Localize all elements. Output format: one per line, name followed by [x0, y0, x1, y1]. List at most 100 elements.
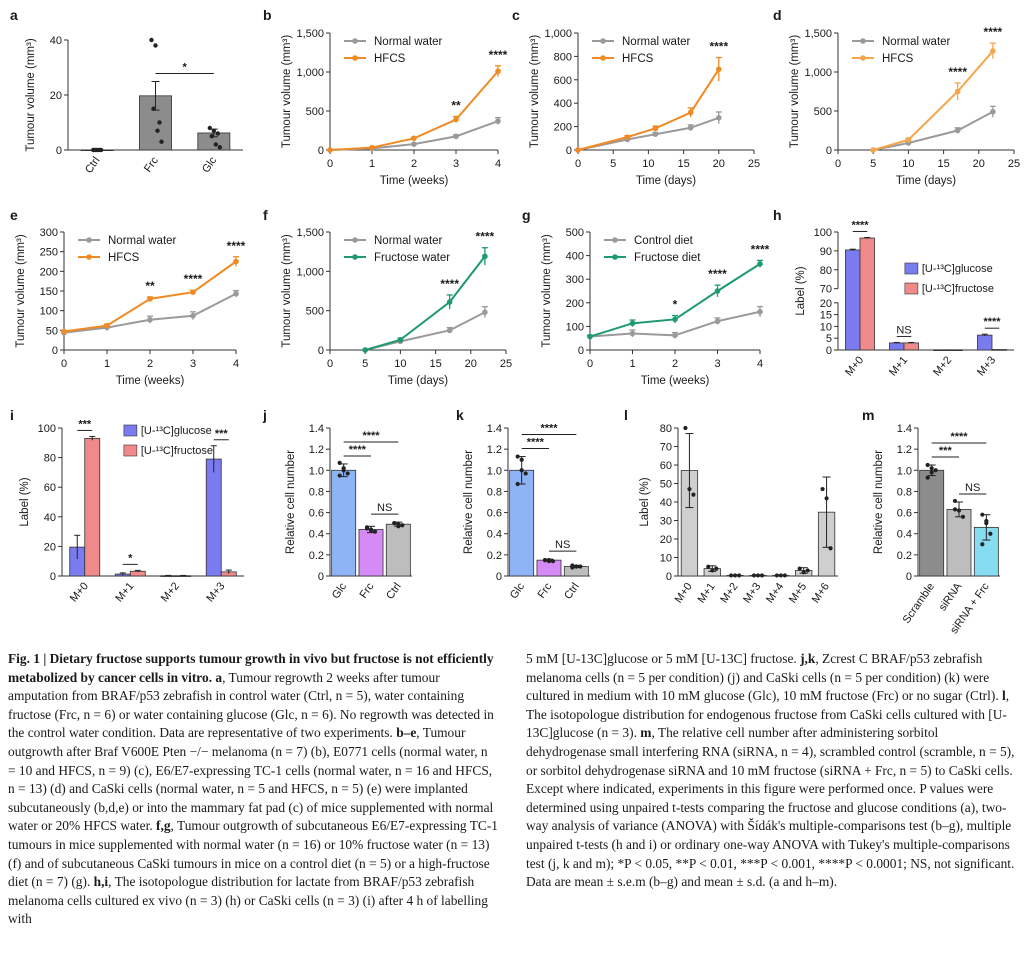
y-tick-label: 10 — [660, 553, 672, 565]
bar — [509, 469, 535, 577]
x-tick-label: Glc — [200, 154, 220, 175]
legend-label: [U-¹³C]fructose — [141, 445, 213, 457]
y-tick-label: 200 — [40, 266, 58, 278]
y-tick-label: 1.0 — [309, 465, 324, 477]
data-point — [980, 512, 985, 517]
legend-label: [U-¹³C]glucose — [922, 263, 993, 275]
y-axis-label: Tumour volume (mm³) — [529, 35, 541, 148]
significance-label: *** — [939, 445, 953, 457]
data-point — [482, 253, 488, 260]
significance-label: **** — [984, 25, 1003, 39]
legend-marker — [612, 254, 618, 260]
data-point — [482, 309, 488, 316]
data-point — [672, 332, 678, 339]
y-tick-label: 15 — [820, 310, 832, 322]
y-tick-label: 5 — [826, 333, 832, 345]
data-point — [774, 573, 779, 578]
data-point — [706, 564, 711, 569]
bar — [991, 349, 1007, 351]
bar — [977, 334, 993, 351]
significance-label: **** — [751, 242, 770, 256]
y-tick-label: 0 — [318, 145, 324, 157]
significance-label: * — [673, 298, 678, 312]
y-tick-label: 0 — [578, 345, 584, 357]
x-tick-label: 1 — [629, 358, 635, 370]
data-point — [495, 118, 501, 124]
x-tick-label: 10 — [902, 158, 914, 170]
x-tick-label: Glc — [508, 580, 528, 601]
y-tick-label: 10 — [820, 321, 832, 333]
bar — [947, 349, 963, 351]
y-tick-label: 1.0 — [897, 465, 912, 477]
x-axis-label: Time (weeks) — [641, 375, 710, 387]
data-point — [954, 127, 961, 134]
data-point — [929, 466, 934, 471]
data-point — [155, 128, 160, 133]
y-tick-label: 150 — [40, 286, 58, 298]
y-tick-label: 300 — [40, 227, 58, 239]
y-axis-label: Label (%) — [19, 477, 31, 526]
legend-marker — [612, 237, 618, 243]
x-tick-label: 0 — [587, 358, 593, 370]
data-point — [542, 558, 548, 563]
y-axis-label: Tumour volume (mm³) — [281, 234, 293, 347]
data-point — [96, 147, 102, 153]
legend-label: Normal water — [374, 235, 443, 247]
legend-label: HFCS — [622, 53, 654, 65]
data-point — [411, 141, 417, 147]
y-axis-label: Tumour volume (mm³) — [281, 35, 293, 148]
panel-label: d — [773, 7, 782, 23]
y-tick-label: 60 — [44, 482, 56, 494]
significance-label: **** — [227, 239, 246, 253]
x-tick-label: 5 — [610, 158, 616, 170]
data-point — [954, 88, 961, 95]
y-tick-label: 1,000 — [296, 67, 324, 79]
x-tick-label: 0 — [327, 158, 333, 170]
data-point — [392, 521, 397, 526]
data-point — [683, 425, 688, 431]
legend-marker — [860, 38, 866, 44]
y-tick-label: 1,500 — [296, 227, 324, 239]
y-axis-label: Relative cell number — [873, 450, 885, 554]
legend-label: HFCS — [374, 53, 406, 65]
y-tick-label: 0.4 — [487, 529, 502, 541]
legend-swatch — [904, 262, 919, 275]
x-tick-label: M+4 — [764, 581, 786, 606]
data-point — [337, 473, 342, 478]
data-point — [980, 542, 985, 547]
y-tick-label: 0 — [566, 145, 572, 157]
data-point — [369, 144, 375, 151]
data-point — [61, 328, 67, 335]
y-tick-label: 0.6 — [487, 508, 502, 520]
bar — [331, 469, 357, 577]
x-tick-label: M+3 — [204, 580, 227, 604]
y-tick-label: 0 — [666, 571, 672, 583]
bar — [903, 342, 919, 351]
data-point — [714, 566, 719, 571]
data-point — [925, 475, 930, 480]
x-tick-label: M+1 — [695, 581, 717, 606]
significance-label: NS — [555, 539, 570, 551]
caption-part: b–e, Tumour outgrowth after Braf V600E P… — [8, 725, 494, 834]
y-tick-label: 0.6 — [309, 508, 324, 520]
y-tick-label: 400 — [566, 251, 584, 263]
significance-label: **** — [362, 430, 380, 442]
data-point — [159, 139, 164, 144]
y-tick-label: 0 — [56, 145, 62, 157]
y-tick-label: 50 — [660, 479, 672, 491]
data-point — [652, 125, 659, 132]
y-tick-label: 60 — [660, 460, 672, 472]
significance-label: ** — [145, 279, 155, 293]
caption-part: f,g, Tumour outgrowth of subcutaneous E6… — [8, 818, 498, 890]
y-tick-label: 1.4 — [487, 423, 502, 435]
y-tick-label: 1.0 — [487, 465, 502, 477]
significance-label: **** — [489, 48, 508, 62]
y-tick-label: 0 — [826, 145, 832, 157]
significance-label: **** — [709, 40, 728, 54]
data-point — [952, 507, 958, 512]
x-tick-label: 10 — [394, 358, 406, 370]
y-tick-label: 30 — [660, 516, 672, 528]
data-point — [104, 322, 110, 329]
y-tick-label: 800 — [554, 51, 572, 63]
y-tick-label: 0.4 — [309, 529, 324, 541]
